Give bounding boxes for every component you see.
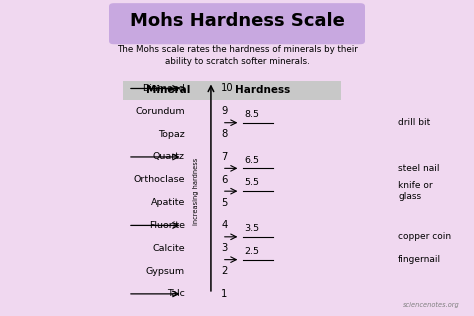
Text: 2.5: 2.5: [244, 247, 259, 256]
Text: Gypsum: Gypsum: [146, 267, 185, 276]
Text: sciencenotes.org: sciencenotes.org: [403, 302, 460, 308]
Text: fingernail: fingernail: [398, 255, 441, 264]
Text: Diamond: Diamond: [142, 84, 185, 93]
Text: The Mohs scale rates the hardness of minerals by their
ability to scratch softer: The Mohs scale rates the hardness of min…: [117, 45, 357, 66]
Text: Hardness: Hardness: [236, 85, 291, 95]
Text: 2: 2: [221, 266, 228, 276]
Text: 10: 10: [221, 83, 234, 94]
FancyBboxPatch shape: [123, 81, 341, 100]
FancyBboxPatch shape: [109, 3, 365, 44]
Text: 8.5: 8.5: [244, 110, 259, 119]
Text: 5.5: 5.5: [244, 179, 259, 187]
Text: Orthoclase: Orthoclase: [133, 175, 185, 184]
Text: 4: 4: [221, 221, 228, 230]
Text: 7: 7: [221, 152, 228, 162]
Text: Calcite: Calcite: [152, 244, 185, 253]
Text: Corundum: Corundum: [135, 107, 185, 116]
Text: 9: 9: [221, 106, 228, 116]
Text: 1: 1: [221, 289, 228, 299]
Text: steel nail: steel nail: [398, 164, 440, 173]
Text: Talc: Talc: [167, 289, 185, 298]
Text: 6: 6: [221, 175, 228, 185]
Text: 3.5: 3.5: [244, 224, 259, 233]
Text: copper coin: copper coin: [398, 232, 451, 241]
Text: Quartz: Quartz: [153, 152, 185, 161]
Text: knife or
glass: knife or glass: [398, 181, 433, 201]
Text: Fluorite: Fluorite: [149, 221, 185, 230]
Text: Apatite: Apatite: [150, 198, 185, 207]
Text: Topaz: Topaz: [158, 130, 185, 139]
Text: 3: 3: [221, 243, 228, 253]
Text: 5: 5: [221, 198, 228, 208]
Text: drill bit: drill bit: [398, 118, 430, 127]
Text: Mohs Hardness Scale: Mohs Hardness Scale: [129, 12, 345, 29]
Text: 8: 8: [221, 129, 228, 139]
Text: Mineral: Mineral: [146, 85, 191, 95]
Text: 6.5: 6.5: [244, 155, 259, 165]
Text: increasing hardness: increasing hardness: [193, 158, 199, 225]
